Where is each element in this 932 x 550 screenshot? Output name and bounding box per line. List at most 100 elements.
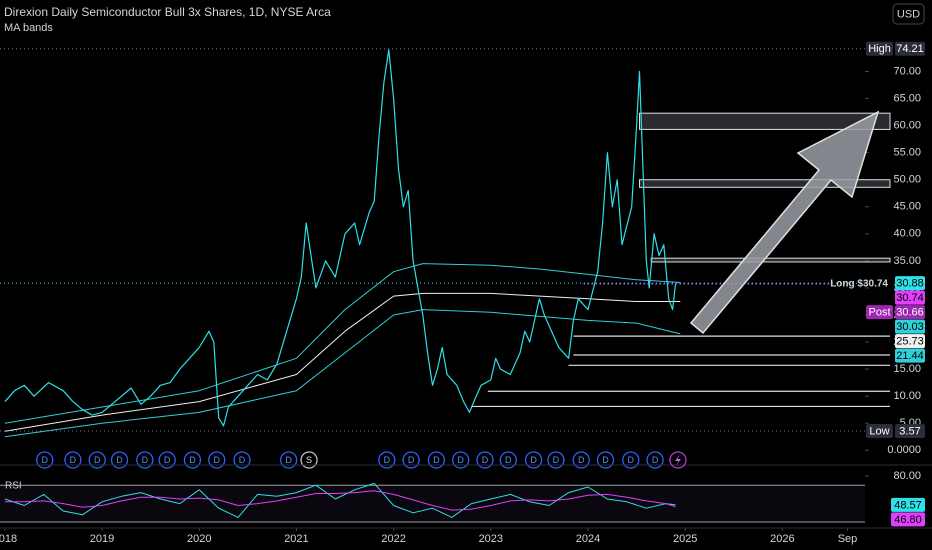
rsi-band-fill (0, 485, 865, 523)
x-tick-label: 2019 (90, 533, 114, 545)
event-label[interactable]: D (142, 455, 149, 465)
currency-label[interactable]: USD (897, 8, 920, 20)
event-marker[interactable] (596, 451, 615, 469)
event-marker[interactable] (646, 451, 664, 469)
price-label: 21.44 (896, 350, 924, 362)
x-tick-label: Sep (838, 533, 858, 545)
y-tick-label: 35.00 (893, 255, 921, 267)
price-label-box (895, 348, 925, 363)
event-marker[interactable] (233, 451, 251, 469)
chart-title: Direxion Daily Semiconductor Bull 3x Sha… (4, 5, 331, 19)
event-marker[interactable] (427, 451, 446, 469)
event-label[interactable]: D (553, 455, 560, 465)
event-label[interactable]: D (189, 455, 196, 465)
price-tag-box (866, 305, 893, 320)
event-label[interactable]: D (505, 455, 512, 465)
zone (650, 257, 891, 263)
price-line (4, 292, 681, 432)
event-marker[interactable] (524, 451, 543, 469)
y-tick-label: 70.00 (893, 65, 921, 77)
position-label: Long $30.74 (830, 279, 888, 290)
event-marker[interactable] (476, 451, 494, 469)
price-label: 30.88 (896, 278, 924, 290)
event-label[interactable]: D (70, 455, 77, 465)
zone (639, 179, 891, 188)
event-label[interactable]: D (384, 455, 391, 465)
x-tick-label: 2018 (0, 533, 17, 545)
price-tag-box (866, 423, 893, 438)
event-label[interactable]: S (306, 455, 312, 465)
event-marker[interactable] (36, 451, 54, 469)
price-tag: Low (869, 425, 889, 437)
event-marker[interactable] (499, 451, 517, 469)
earnings-bolt (675, 454, 681, 466)
event-label[interactable]: D (239, 455, 246, 465)
x-tick-label: 2025 (673, 533, 697, 545)
event-label[interactable]: D (285, 455, 292, 465)
event-label[interactable]: D (602, 455, 609, 465)
price-line (4, 263, 681, 424)
price-tag: Post (868, 307, 890, 319)
price-label: 30.66 (896, 307, 924, 319)
event-marker[interactable] (452, 451, 470, 469)
event-marker[interactable] (402, 451, 420, 469)
y-tick-label: 55.00 (893, 147, 921, 159)
event-marker[interactable] (158, 451, 176, 469)
event-marker[interactable] (110, 451, 129, 469)
grid-layer (0, 71, 869, 531)
event-label[interactable]: D (652, 455, 659, 465)
event-marker[interactable] (64, 451, 82, 469)
price-line (4, 490, 676, 511)
currency-button[interactable] (892, 3, 925, 25)
event-marker[interactable] (378, 451, 396, 469)
rsi-label: 48.57 (894, 499, 922, 511)
x-tick-label: 2021 (284, 533, 308, 545)
rsi-y-tick-label: 80.00 (893, 470, 921, 482)
rsi-title: RSI (5, 481, 22, 492)
event-marker[interactable] (280, 451, 298, 469)
y-tick-label: 60.00 (893, 120, 921, 132)
event-label[interactable]: D (578, 455, 585, 465)
price-label: 25.73 (896, 336, 924, 348)
zone (639, 112, 891, 130)
rsi-label: 46.80 (894, 514, 922, 526)
event-marker[interactable] (547, 451, 565, 469)
event-marker[interactable] (208, 451, 226, 469)
price-line (4, 309, 681, 438)
event-marker[interactable] (183, 451, 202, 469)
price-label-box (895, 305, 925, 320)
event-label[interactable]: D (482, 455, 489, 465)
y-tick-label: 50.00 (893, 174, 921, 186)
y-tick-label: 40.00 (893, 228, 921, 240)
x-tick-label: 2023 (479, 533, 503, 545)
event-label[interactable]: D (94, 455, 101, 465)
event-label[interactable]: D (116, 455, 123, 465)
price-tag: High (868, 43, 891, 55)
event-marker[interactable] (622, 451, 640, 469)
y-tick-label: 10.00 (893, 390, 921, 402)
price-label: 74.21 (896, 43, 924, 55)
price-label-box (895, 290, 925, 305)
x-tick-label: 2020 (187, 533, 211, 545)
price-tag-box (866, 41, 893, 56)
event-label[interactable]: D (408, 455, 415, 465)
event-label[interactable]: D (164, 455, 171, 465)
price-line (4, 482, 676, 518)
event-label[interactable]: D (41, 455, 48, 465)
event-label[interactable]: D (457, 455, 464, 465)
event-marker[interactable] (572, 451, 590, 469)
event-label[interactable]: D (628, 455, 635, 465)
event-label[interactable]: D (213, 455, 220, 465)
event-label[interactable]: D (530, 455, 537, 465)
event-marker[interactable] (300, 451, 318, 469)
event-marker[interactable] (136, 451, 154, 469)
event-marker[interactable] (88, 451, 106, 469)
earnings-icon[interactable] (669, 451, 687, 469)
event-label[interactable]: D (433, 455, 440, 465)
arrow-drawing (689, 110, 880, 335)
price-label-box (895, 423, 925, 438)
x-tick-label: 2022 (381, 533, 405, 545)
